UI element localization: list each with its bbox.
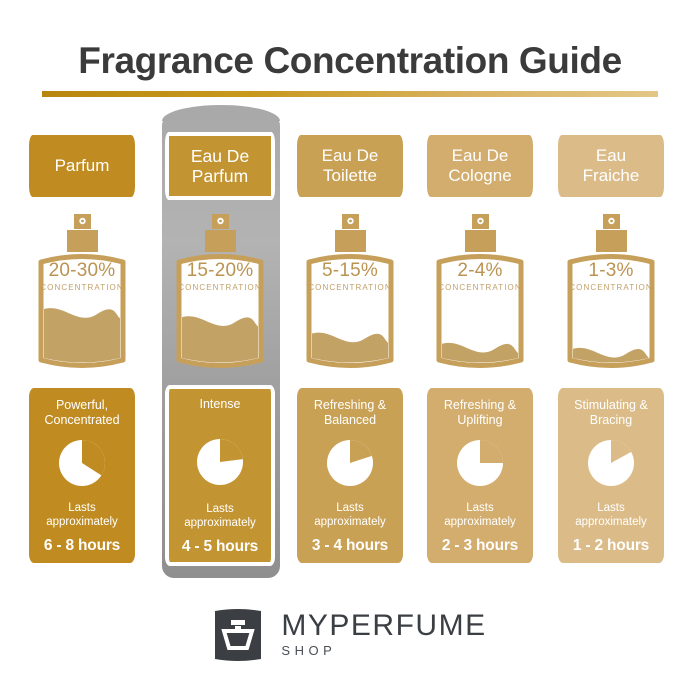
fragrance-type-label: Eau De Cologne [448, 146, 512, 185]
mood-description: Powerful, Concentrated [44, 398, 120, 427]
fragrance-type-chip[interactable]: Eau De Parfum [165, 132, 275, 200]
title-divider [42, 91, 658, 97]
fragrance-type-label: Eau Fraiche [582, 146, 640, 185]
lasts-label: Lasts approximately [575, 502, 647, 528]
longevity-card[interactable]: Intense Lasts approximately 4 - 5 hours [165, 385, 275, 566]
lasts-label: Lasts approximately [444, 502, 516, 528]
logo-wordmark: MYPERFUME [281, 609, 487, 642]
column-eau-fraiche: Eau Fraiche 1-3% CONCENTRATION Stimulating … [558, 0, 664, 700]
longevity-pie-chart [29, 437, 135, 489]
column-parfum: Parfum 20-30% CONCENTRATION Powerful, Conce… [29, 0, 135, 700]
lasts-label: Lasts approximately [46, 502, 118, 528]
page-title: Fragrance Concentration Guide [78, 40, 622, 81]
mood-description: Intense [199, 397, 241, 411]
brand-logo: MYPERFUME SHOP [0, 600, 700, 670]
column-eau-de-parfum: Eau De Parfum 15-20% CONCENTRATION Intense … [165, 0, 275, 700]
longevity-card[interactable]: Refreshing & Uplifting Lasts approximately… [427, 388, 533, 563]
longevity-pie-chart [297, 437, 403, 489]
perfume-bottle-icon [213, 607, 263, 663]
longevity-pie-chart [558, 437, 664, 489]
mood-description: Refreshing & Balanced [313, 398, 387, 427]
column-eau-de-cologne: Eau De Cologne 2-4% CONCENTRATION Refreshin… [427, 0, 533, 700]
longevity-card[interactable]: Stimulating & Bracing Lasts approximately 1… [558, 388, 664, 563]
logo-subtext: SHOP [281, 643, 337, 658]
duration-hours: 4 - 5 hours [181, 538, 259, 555]
fragrance-type-chip[interactable]: Eau Fraiche [558, 135, 664, 197]
longevity-card[interactable]: Powerful, Concentrated Lasts approximately… [29, 388, 135, 563]
longevity-pie-chart [169, 436, 271, 488]
perfume-bottle-illustration: 2-4% CONCENTRATION [427, 212, 533, 372]
mood-description: Stimulating & Bracing [574, 398, 648, 427]
perfume-bottle-illustration: 20-30% CONCENTRATION [29, 212, 135, 372]
fragrance-type-chip[interactable]: Parfum [29, 135, 135, 197]
fragrance-type-label: Parfum [54, 156, 110, 175]
perfume-bottle-illustration: 15-20% CONCENTRATION [167, 212, 273, 372]
perfume-bottle-illustration: 5-15% CONCENTRATION [297, 212, 403, 372]
longevity-pie-chart [427, 437, 533, 489]
mood-description: Refreshing & Uplifting [443, 398, 517, 427]
duration-hours: 2 - 3 hours [441, 537, 519, 554]
duration-hours: 6 - 8 hours [43, 537, 121, 554]
lasts-label: Lasts approximately [184, 503, 256, 529]
perfume-bottle-illustration: 1-3% CONCENTRATION [558, 212, 664, 372]
column-eau-de-toilette: Eau De Toilette 5-15% CONCENTRATION Refresh… [297, 0, 403, 700]
duration-hours: 1 - 2 hours [572, 537, 650, 554]
fragrance-type-label: Eau De Toilette [321, 146, 379, 185]
fragrance-type-chip[interactable]: Eau De Toilette [297, 135, 403, 197]
longevity-card[interactable]: Refreshing & Balanced Lasts approximately 3… [297, 388, 403, 563]
fragrance-type-chip[interactable]: Eau De Cologne [427, 135, 533, 197]
fragrance-type-label: Eau De Parfum [190, 146, 250, 186]
duration-hours: 3 - 4 hours [311, 537, 389, 554]
lasts-label: Lasts approximately [314, 502, 386, 528]
